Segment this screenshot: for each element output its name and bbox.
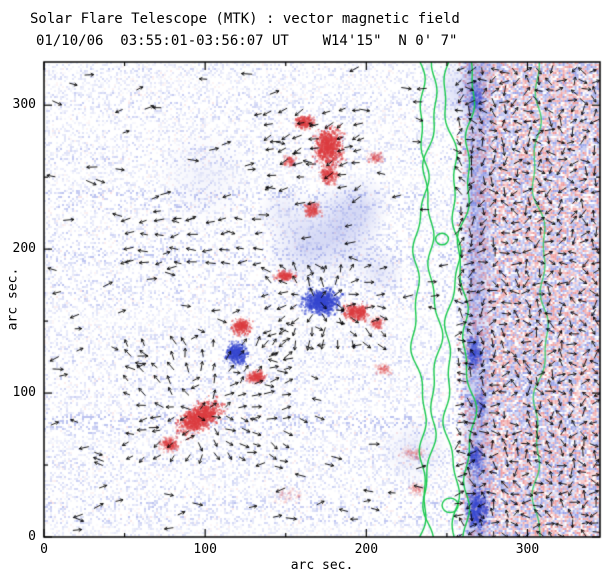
x-tick-label: 0 — [40, 542, 48, 557]
y-axis-label: arc sec. — [5, 267, 21, 331]
y-tick-label: 100 — [12, 385, 36, 401]
figure-subtitle: 01/10/06 03:55:01-03:56:07 UT W14'15" N … — [36, 33, 458, 49]
figure-title: Solar Flare Telescope (MTK) : vector mag… — [30, 11, 460, 27]
y-tick-label: 200 — [12, 241, 36, 257]
x-tick-label: 100 — [193, 542, 217, 557]
x-tick-label: 200 — [354, 542, 379, 557]
x-axis-label: arc sec. — [290, 558, 354, 573]
y-tick-label: 300 — [12, 97, 36, 113]
y-tick-label: 0 — [28, 529, 36, 544]
x-tick-label: 300 — [515, 542, 540, 557]
